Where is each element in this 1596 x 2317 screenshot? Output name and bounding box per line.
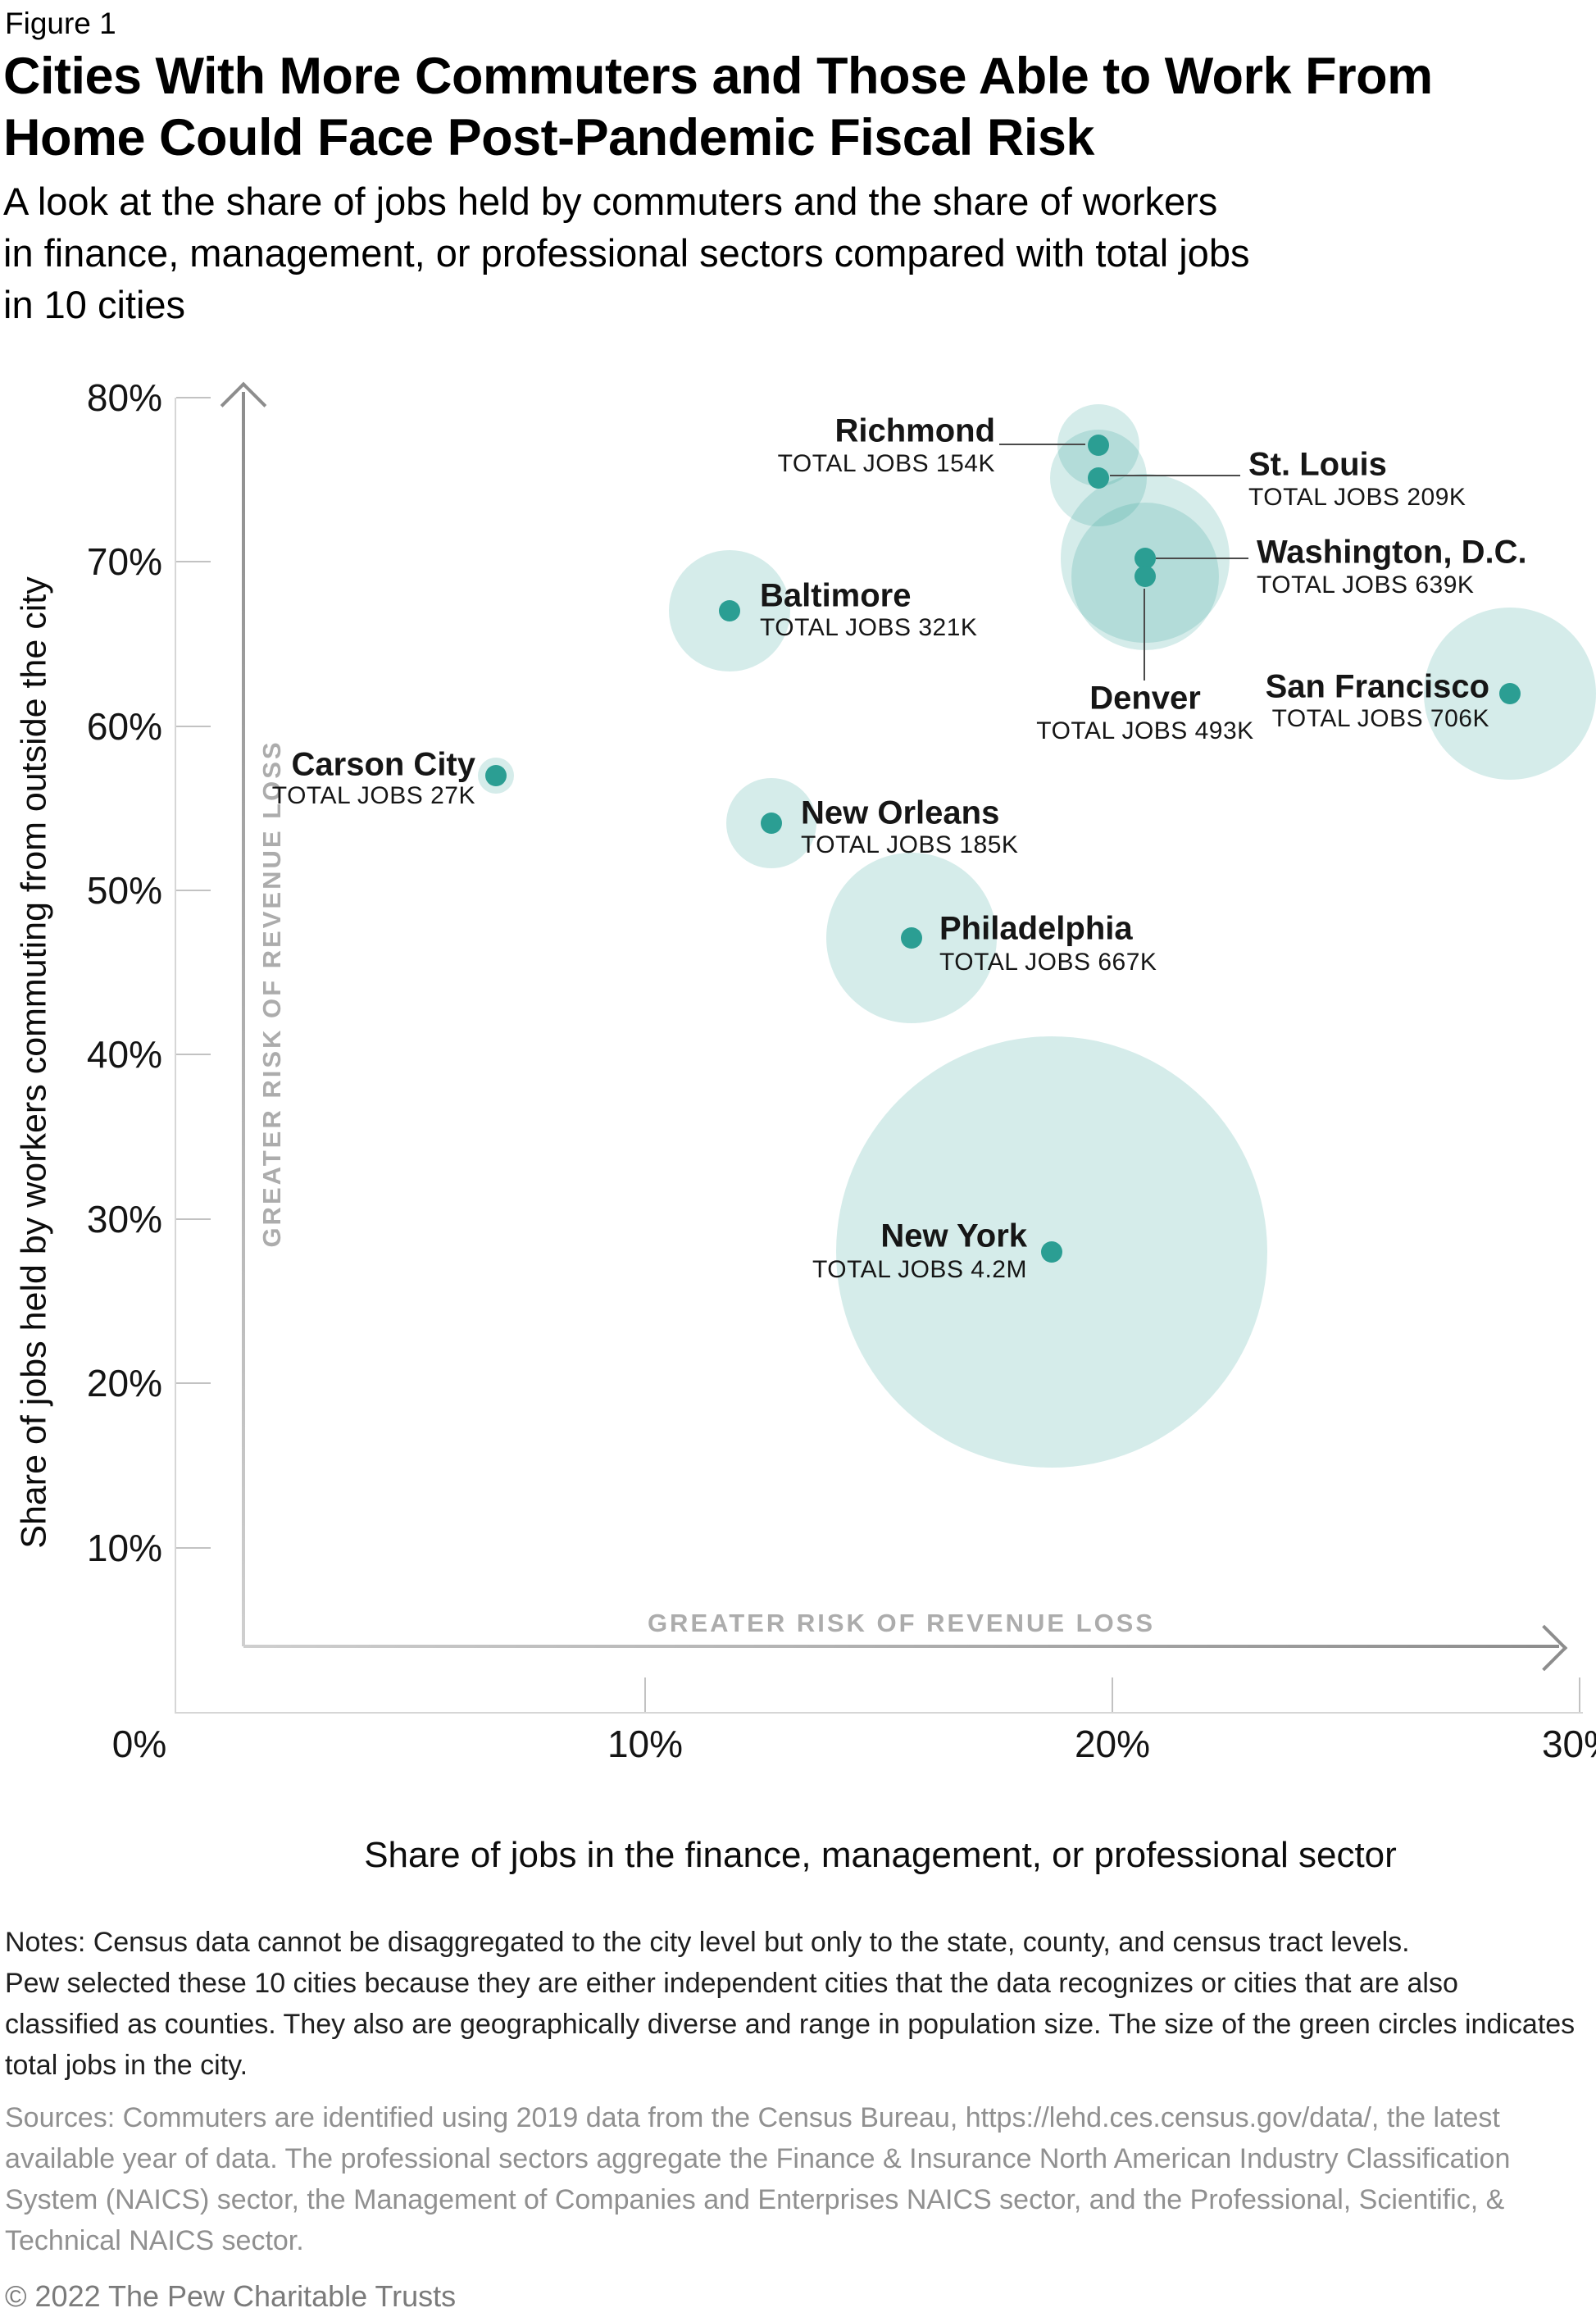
sublabel-washington-dc: TOTAL JOBS 639K: [1257, 571, 1475, 599]
y-tick-label: 30%: [86, 1197, 162, 1240]
x-tick-label: 10%: [607, 1723, 684, 1765]
x-tick-label: 30%: [1541, 1723, 1596, 1765]
x-axis-arrow: [243, 1645, 1559, 1648]
y-tick: [176, 1546, 211, 1549]
x-tick: [1579, 1677, 1580, 1712]
leader-denver: [1144, 589, 1145, 681]
y-tick: [176, 725, 211, 727]
y-tick: [176, 561, 211, 563]
y-tick-label: 70%: [86, 540, 162, 584]
y-tick: [176, 1382, 211, 1385]
y-tick: [176, 1054, 211, 1056]
dot-philadelphia: [900, 927, 922, 949]
dot-san-francisco: [1498, 682, 1521, 704]
y-tick-label: 10%: [86, 1526, 162, 1569]
label-new-york: New York: [880, 1218, 1027, 1254]
y-tick: [176, 890, 211, 891]
label-san-francisco: San Francisco: [1265, 668, 1489, 705]
sublabel-st-louis: TOTAL JOBS 209K: [1248, 484, 1466, 511]
dot-st-louis: [1087, 467, 1109, 489]
sublabel-richmond: TOTAL JOBS 154K: [777, 450, 995, 477]
dot-new-york: [1040, 1240, 1062, 1263]
sources-text: Sources: Commuters are identified using …: [5, 2102, 1511, 2256]
page-subtitle: A look at the share of jobs held by comm…: [3, 180, 1250, 326]
dot-new-orleans: [760, 812, 782, 834]
dot-washington-dc: [1134, 548, 1156, 570]
label-carson-city: Carson City: [291, 746, 476, 783]
label-baltimore: Baltimore: [760, 577, 912, 614]
sublabel-carson-city: TOTAL JOBS 27K: [271, 782, 475, 809]
sublabel-new-york: TOTAL JOBS 4.2M: [812, 1256, 1027, 1283]
y-tick: [176, 1218, 211, 1220]
x-axis-line: [175, 1712, 1583, 1714]
y-tick-label: 60%: [86, 704, 162, 748]
leader-washington-dc: [1156, 558, 1248, 559]
dot-richmond: [1087, 434, 1109, 456]
label-richmond: Richmond: [834, 412, 995, 449]
x-tick: [644, 1677, 646, 1712]
dot-carson-city: [484, 764, 507, 786]
y-axis-line: [175, 397, 176, 1714]
x-axis-risk-annotation: GREATER RISK OF REVENUE LOSS: [647, 1609, 1156, 1637]
y-tick: [176, 396, 211, 398]
y-tick-label: 20%: [86, 1362, 162, 1405]
label-washington-dc: Washington, D.C.: [1257, 534, 1527, 571]
dot-baltimore: [718, 600, 740, 622]
label-st-louis: St. Louis: [1248, 446, 1387, 483]
y-tick-label: 80%: [86, 376, 162, 419]
y-axis-risk-annotation: GREATER RISK OF REVENUE LOSS: [257, 740, 286, 1248]
figure-label: Figure 1: [5, 7, 116, 40]
y-tick-label: 40%: [86, 1033, 162, 1077]
sublabel-new-orleans: TOTAL JOBS 185K: [801, 831, 1019, 858]
sublabel-san-francisco: TOTAL JOBS 706K: [1271, 705, 1489, 732]
sublabel-denver: TOTAL JOBS 493K: [1036, 717, 1254, 744]
origin-label: 0%: [111, 1723, 167, 1765]
y-tick-label: 50%: [86, 869, 162, 912]
sublabel-baltimore: TOTAL JOBS 321K: [760, 614, 978, 641]
label-new-orleans: New Orleans: [801, 794, 1000, 831]
copyright-text: © 2022 The Pew Charitable Trusts: [5, 2279, 457, 2313]
x-axis-title: Share of jobs in the finance, management…: [364, 1835, 1397, 1875]
notes-text: Notes: Census data cannot be disaggregat…: [5, 1927, 1576, 2081]
dot-denver: [1134, 566, 1156, 588]
page-title: Cities With More Commuters and Those Abl…: [3, 48, 1433, 166]
label-denver: Denver: [1089, 680, 1201, 717]
x-tick-label: 20%: [1074, 1723, 1151, 1765]
leader-st-louis: [1110, 475, 1240, 476]
label-philadelphia: Philadelphia: [939, 910, 1133, 947]
x-tick: [1112, 1677, 1113, 1712]
y-axis-arrow: [242, 392, 245, 1646]
sublabel-philadelphia: TOTAL JOBS 667K: [939, 949, 1157, 976]
leader-richmond: [999, 444, 1085, 445]
arrow-up-icon: [220, 381, 267, 429]
